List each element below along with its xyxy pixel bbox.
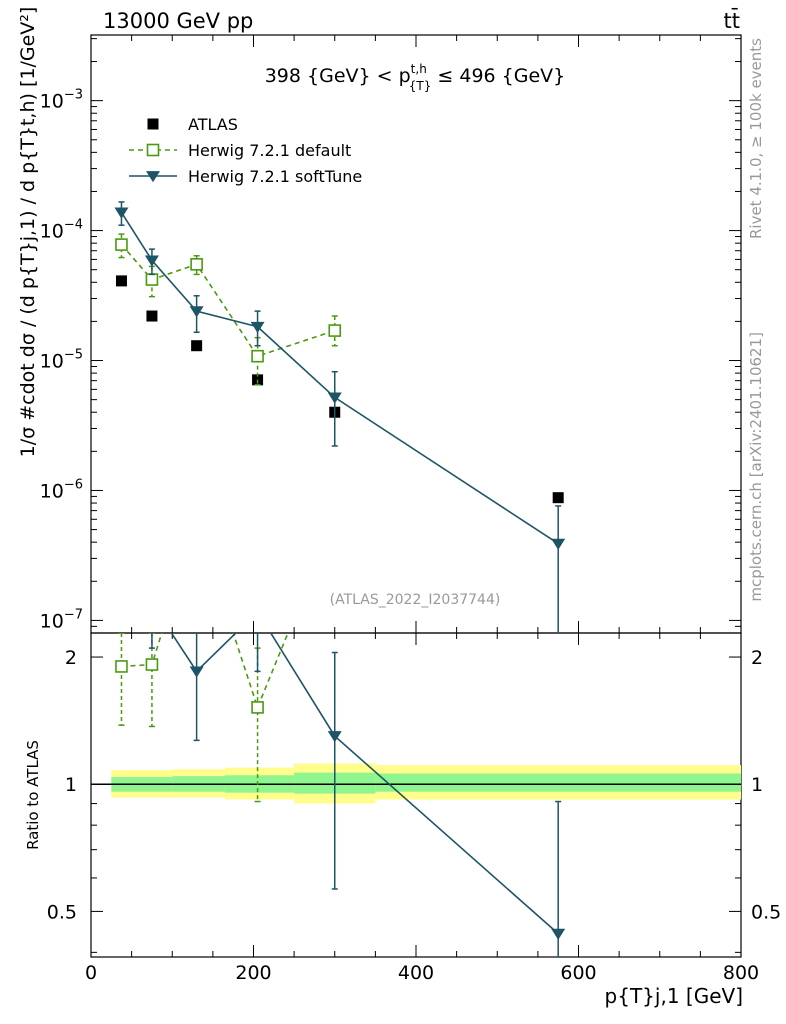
- herwig-7-2-1-default-point: [145, 273, 159, 286]
- y-tick-label: 10−7: [40, 607, 83, 632]
- legend-atlas-marker: [147, 118, 159, 130]
- ratio-ylabel: Ratio to ATLAS: [24, 740, 42, 850]
- herwig-7-2-1-softtune-point: [114, 207, 129, 219]
- ratio-y-tick-label-right: 2: [751, 647, 763, 669]
- rivet-label: Rivet 4.1.0, ≥ 100k events: [747, 38, 765, 239]
- legend: ATLAS Herwig 7.2.1 default Herwig 7.2.1 so…: [129, 115, 362, 186]
- mcplots-label: mcplots.cern.ch [arXiv:2401.10621]: [747, 332, 765, 602]
- ratio-herwig-7-2-1-default-line: [121, 633, 289, 710]
- atlas-data-point: [552, 492, 564, 504]
- legend-atlas-label: ATLAS: [188, 115, 238, 134]
- ratio-herwig-7-2-1-softtune-point: [551, 928, 566, 940]
- ratio-herwig-7-2-1-default-point: [115, 660, 128, 673]
- legend-herwig-7-2-1-softtune-marker: [146, 171, 160, 183]
- y-tick-label: 10−6: [40, 477, 83, 502]
- herwig-7-2-1-default-point: [328, 324, 342, 337]
- ratio-y-tick-label: 1: [65, 774, 77, 796]
- x-tick-label: 600: [560, 962, 596, 984]
- ratio-y-tick-label: 0.5: [47, 901, 77, 923]
- main-title: 398 {GeV} < pt,h {T} ≤ 496 {GeV}: [265, 62, 566, 93]
- herwig-7-2-1-softtune-point: [144, 255, 159, 267]
- ratio-y-tick-label-right: 0.5: [751, 901, 781, 923]
- x-tick-label: 400: [398, 962, 434, 984]
- ratio-herwig-7-2-1-softtune-point: [145, 598, 159, 609]
- atlas-data-point: [191, 340, 203, 352]
- legend-herwig-7-2-1-softtune-label: Herwig 7.2.1 softTune: [188, 167, 362, 186]
- x-tick-label: 800: [723, 962, 759, 984]
- herwig-7-2-1-softtune-line: [120, 211, 559, 545]
- ratio-herwig-7-2-1-softtune-point: [189, 666, 204, 678]
- ratio-herwig-7-2-1-default-point: [191, 515, 202, 526]
- header-left: 13000 GeV pp: [103, 9, 253, 33]
- legend-herwig-7-2-1-default-marker: [146, 143, 160, 157]
- ratio-axes: 2 2 1 1 0.5 0.5: [47, 647, 781, 953]
- xlabel: p{T}j,1 [GeV]: [605, 984, 743, 1008]
- ratio-series: [114, 513, 566, 957]
- atlas-data-point: [115, 275, 127, 287]
- y-tick-label: 10−4: [40, 218, 83, 243]
- y-tick-label: 10−3: [40, 88, 83, 113]
- ratio-herwig-7-2-1-default-point: [251, 701, 264, 714]
- x-axis-ticks: 0 200 400 600 800: [85, 35, 759, 984]
- ratio-band-inner: [375, 773, 741, 792]
- x-tick-label: 0: [85, 962, 97, 984]
- herwig-7-2-1-default-point: [251, 349, 264, 363]
- main-axes: 10−3 10−4 10−5 10−6 10−7: [40, 38, 741, 634]
- ratio-herwig-7-2-1-default-point: [329, 513, 340, 524]
- herwig-7-2-1-default-point: [115, 238, 128, 251]
- header-right: tt̄: [724, 8, 740, 33]
- ratio-uncertainty-bands: [111, 763, 741, 804]
- main-series: [114, 201, 566, 633]
- ratio-y-tick-label-right: 1: [751, 774, 763, 796]
- herwig-7-2-1-softtune-point: [250, 321, 265, 334]
- ratio-herwig-7-2-1-softtune-point: [251, 607, 265, 618]
- herwig-7-2-1-default-point: [190, 258, 203, 271]
- y-tick-label: 10−5: [40, 348, 83, 373]
- ratio-herwig-7-2-1-softtune-line: [170, 633, 559, 935]
- ratio-herwig-7-2-1-softtune-point: [327, 731, 342, 743]
- x-tick-label: 200: [235, 962, 271, 984]
- analysis-watermark: (ATLAS_2022_I2037744): [330, 592, 501, 608]
- herwig-7-2-1-softtune-point: [327, 392, 342, 404]
- herwig-7-2-1-softtune-point: [551, 538, 566, 550]
- legend-herwig-7-2-1-default-label: Herwig 7.2.1 default: [188, 141, 351, 160]
- herwig-7-2-1-softtune-point: [189, 306, 204, 318]
- ratio-y-tick-label: 2: [65, 647, 77, 669]
- ratio-herwig-7-2-1-default-point: [145, 658, 159, 671]
- main-ylabel: 1/σ #cdot dσ / (d p{T}j,1) / d p{T}t,h) …: [17, 7, 39, 458]
- ratio-herwig-7-2-1-softtune-point: [114, 557, 128, 568]
- atlas-data-point: [146, 310, 158, 322]
